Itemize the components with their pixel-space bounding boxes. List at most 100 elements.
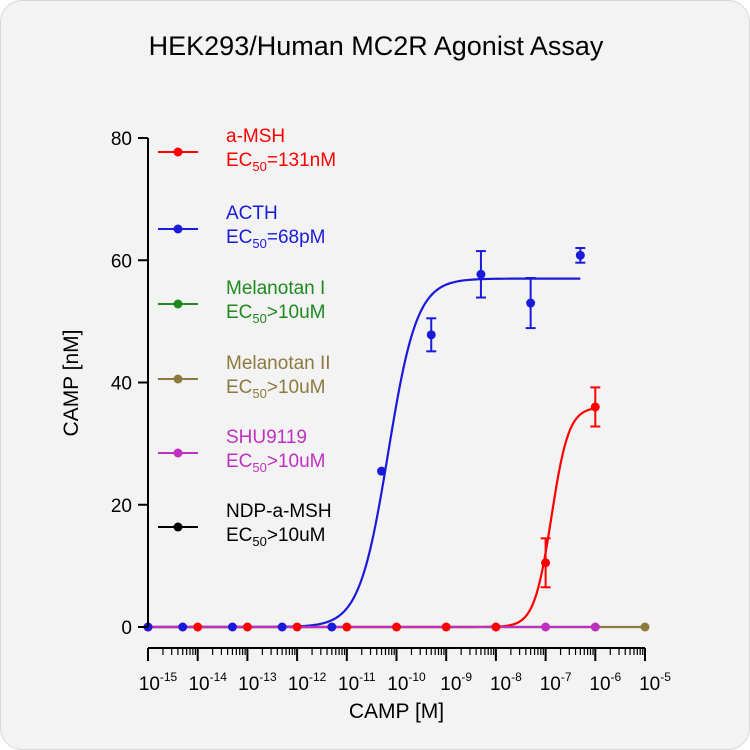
legend-marker-3	[173, 374, 183, 384]
x-tick-label: 10-15	[139, 670, 178, 695]
legend-marker-4	[173, 448, 183, 458]
data-point-0-4	[342, 622, 352, 632]
fit-curve-0	[148, 407, 596, 629]
x-tick-label: 10-7	[540, 670, 572, 695]
x-tick-exponent: -12	[309, 670, 327, 684]
legend-label-1: ACTH	[226, 203, 278, 224]
x-tick-exponent: -7	[561, 670, 572, 684]
fit-curve-1	[148, 277, 581, 629]
x-tick-base: 10	[540, 674, 561, 695]
data-point-4-1	[590, 622, 600, 632]
legend-ec-prefix: EC	[226, 451, 252, 472]
data-point-1-8	[526, 298, 536, 308]
data-point-0-7	[491, 622, 501, 632]
legend-ec50-3: EC50>10uM	[226, 377, 326, 401]
y-axis-label: CAMP [nM]	[60, 330, 83, 437]
legend-ec50-0: EC50=131nM	[226, 150, 336, 174]
legend-ec-value: =68pM	[267, 227, 326, 248]
data-point-1-2	[227, 622, 237, 632]
legend-label-3: Melanotan II	[226, 353, 331, 374]
data-points	[143, 250, 650, 632]
data-point-1-3	[277, 622, 287, 632]
y-tick-label: 20	[111, 496, 132, 517]
x-tick-label: 10-6	[589, 670, 621, 695]
data-point-0-2	[242, 622, 252, 632]
legend-ec-sub: 50	[252, 311, 266, 326]
data-point-0-8	[541, 558, 551, 568]
y-tick-label: 60	[111, 251, 132, 272]
data-point-1-1	[178, 622, 188, 632]
data-point-0-6	[441, 622, 451, 632]
legend-ec-value: >10uM	[267, 525, 326, 546]
x-axis-label: CAMP [M]	[349, 700, 444, 723]
x-tick-base: 10	[238, 674, 259, 695]
x-tick-exponent: -11	[359, 670, 376, 684]
legend-ec-sub: 50	[252, 236, 266, 251]
legend-ec-sub: 50	[252, 460, 266, 475]
x-tick-exponent: -14	[210, 670, 228, 684]
legend-marker-0	[173, 147, 183, 157]
legend-ec-value: >10uM	[267, 377, 326, 398]
legend-ec50-4: EC50>10uM	[226, 451, 326, 475]
x-tick-base: 10	[639, 674, 660, 695]
x-tick-base: 10	[440, 674, 461, 695]
data-point-1-5	[377, 466, 387, 476]
legend-ec-value: >10uM	[267, 451, 326, 472]
x-tick-base: 10	[338, 674, 359, 695]
legend-ec50-5: EC50>10uM	[226, 525, 326, 549]
data-point-3-0	[640, 622, 650, 632]
legend-marker-1	[173, 224, 183, 234]
x-tick-label: 10-14	[188, 670, 227, 695]
x-tick-label: 10-9	[440, 670, 472, 695]
x-tick-base: 10	[139, 674, 160, 695]
y-tick-label: 0	[121, 618, 132, 639]
x-tick-base: 10	[188, 674, 209, 695]
x-tick-base: 10	[589, 674, 610, 695]
error-bars	[426, 247, 601, 589]
legend-label-2: Melanotan I	[226, 278, 325, 299]
legend-ec-sub: 50	[252, 386, 266, 401]
x-tick-label: 10-11	[338, 670, 376, 695]
legend-marker-5	[173, 522, 183, 532]
x-tick-label: 10-13	[238, 670, 277, 695]
x-tick-exponent: -15	[160, 670, 178, 684]
x-tick-exponent: -13	[259, 670, 277, 684]
x-tick-exponent: -5	[660, 670, 671, 684]
legend-label-4: SHU9119	[226, 427, 307, 448]
x-tick-exponent: -8	[511, 670, 522, 684]
x-tick-base: 10	[490, 674, 511, 695]
x-tick-exponent: -10	[408, 670, 426, 684]
legend-ec-prefix: EC	[226, 302, 252, 323]
data-point-0-1	[193, 622, 203, 632]
legend-ec-prefix: EC	[226, 150, 252, 171]
x-tick-label: 10-8	[490, 670, 522, 695]
x-tick-label: 10-12	[288, 670, 327, 695]
data-point-1-6	[426, 330, 436, 340]
legend-marker-2	[173, 299, 183, 309]
chart-title: HEK293/Human MC2R Agonist Assay	[148, 31, 604, 61]
data-point-0-3	[292, 622, 302, 632]
legend-ec50-2: EC50>10uM	[226, 302, 326, 326]
y-tick-label: 80	[111, 129, 132, 150]
legend-ec-value: >10uM	[267, 302, 326, 323]
legend-ec-sub: 50	[252, 159, 266, 174]
legend-ec-prefix: EC	[226, 227, 252, 248]
legend-ec-prefix: EC	[226, 377, 252, 398]
legend-label-0: a-MSH	[226, 126, 285, 147]
y-tick-label: 40	[111, 374, 132, 395]
data-point-1-7	[476, 269, 486, 279]
data-point-1-4	[327, 622, 337, 632]
x-tick-exponent: -6	[611, 670, 622, 684]
legend-ec-prefix: EC	[226, 525, 252, 546]
legend-label-5: NDP-a-MSH	[226, 501, 332, 522]
x-tick-exponent: -9	[461, 670, 472, 684]
data-point-0-5	[392, 622, 401, 632]
fit-curves	[148, 277, 645, 629]
data-point-1-9	[575, 250, 585, 260]
x-tick-base: 10	[387, 674, 408, 695]
x-tick-label: 10-5	[639, 670, 671, 695]
x-tick-base: 10	[288, 674, 309, 695]
